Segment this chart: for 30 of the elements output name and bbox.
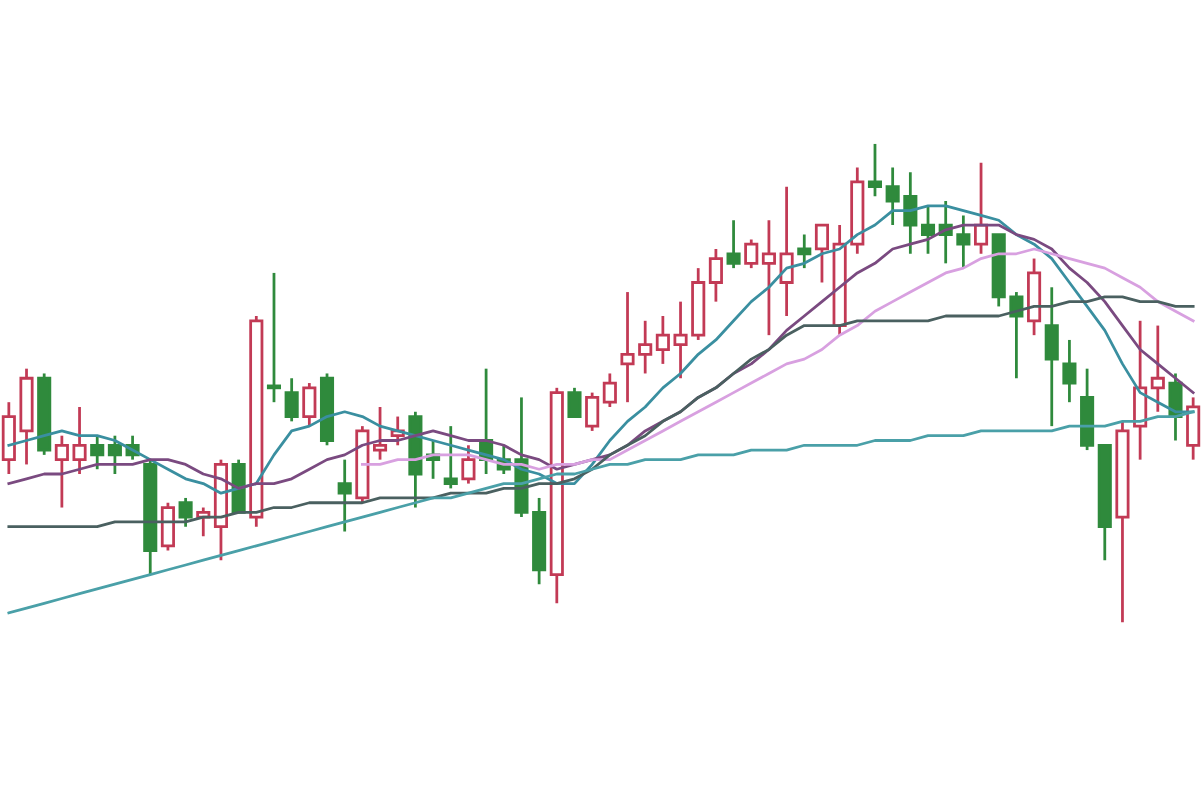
candlestick (90, 434, 105, 471)
candlestick (1080, 367, 1095, 452)
candlestick (1027, 257, 1042, 337)
candlestick (567, 386, 582, 418)
candlestick (602, 372, 617, 409)
candlestick (744, 238, 759, 270)
candlestick (337, 458, 352, 533)
candlestick (160, 501, 175, 553)
candlestick (920, 204, 936, 256)
candlestick (761, 218, 776, 337)
candlestick (726, 218, 741, 270)
candlestick (1150, 324, 1165, 414)
candlestick (284, 376, 299, 423)
candlestick (779, 185, 794, 318)
candlestick (178, 496, 193, 529)
candlestick (797, 233, 812, 270)
candlestick (585, 391, 600, 433)
candlestick (1062, 338, 1077, 404)
candlestick (974, 161, 989, 256)
candlestick (373, 405, 388, 462)
candlestick (1044, 285, 1059, 428)
candlestick (867, 143, 883, 198)
candlestick (107, 434, 122, 476)
candlestick (708, 247, 723, 304)
candlestick (814, 223, 829, 284)
candlestick (266, 271, 282, 404)
candlestick (1186, 396, 1201, 462)
candlestick (443, 424, 458, 490)
candlestick (302, 381, 317, 428)
candlestick (461, 443, 476, 485)
